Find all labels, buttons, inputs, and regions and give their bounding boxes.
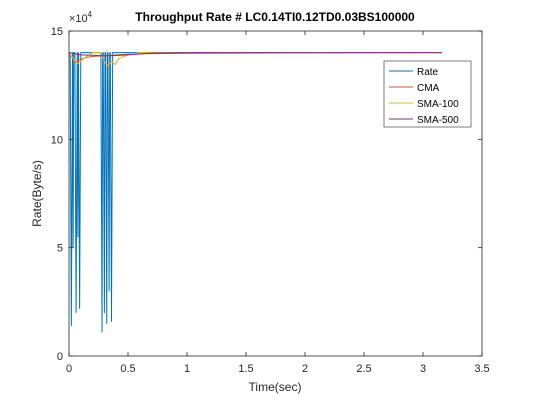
y-tick-label: 10 bbox=[51, 134, 63, 146]
x-tick-label: 0 bbox=[66, 363, 72, 375]
x-axis-label: Time(sec) bbox=[249, 380, 302, 394]
plot-frame bbox=[68, 30, 483, 357]
legend-label-rate: Rate bbox=[417, 67, 439, 78]
legend: Rate CMA SMA-100 SMA-500 bbox=[383, 60, 472, 128]
y-tick-label: 0 bbox=[57, 351, 63, 363]
series-line-sma-100 bbox=[68, 52, 442, 67]
y-exponent-base: ×10 bbox=[69, 13, 88, 25]
x-tick-label: 1 bbox=[184, 363, 190, 375]
series-line-rate bbox=[69, 52, 442, 333]
y-tick-label: 15 bbox=[51, 26, 63, 38]
legend-label-cma: CMA bbox=[417, 83, 440, 94]
x-tick-label: 0.5 bbox=[120, 363, 135, 375]
x-tick-label: 1.5 bbox=[238, 363, 253, 375]
x-tick-label: 2.5 bbox=[356, 363, 371, 375]
x-tick-label: 3 bbox=[420, 363, 426, 375]
legend-label-sma-100: SMA-100 bbox=[417, 99, 459, 110]
series-layer bbox=[68, 52, 442, 333]
legend-label-sma-500: SMA-500 bbox=[417, 115, 459, 126]
x-tick-label: 2 bbox=[302, 363, 308, 375]
y-exponent-power: 4 bbox=[88, 10, 93, 19]
series-line-sma-500 bbox=[68, 52, 442, 57]
y-tick-label: 5 bbox=[57, 243, 63, 255]
x-tick-label: 3.5 bbox=[474, 363, 489, 375]
legend-box bbox=[383, 60, 472, 128]
ticks-layer: 0 0.5 1 1.5 2 2.5 3 3.5 0 5 10 15 bbox=[51, 26, 490, 375]
chart-title: Throughput Rate # LC0.14TI0.12TD0.03BS10… bbox=[135, 10, 415, 24]
y-axis-label: Rate(Byte/s) bbox=[30, 160, 44, 227]
y-exponent-label: ×104 bbox=[69, 10, 93, 25]
